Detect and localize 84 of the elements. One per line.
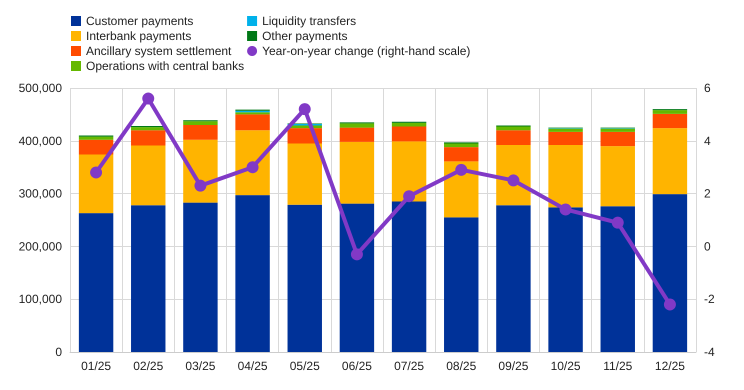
x-tick-label: 08/25 bbox=[446, 359, 477, 373]
y2-tick-label: 4 bbox=[704, 134, 711, 148]
bar bbox=[652, 114, 688, 128]
x-tick-label: 07/25 bbox=[394, 359, 424, 373]
bar bbox=[548, 132, 583, 146]
x-tick-label: 03/25 bbox=[185, 359, 216, 373]
point bbox=[90, 166, 102, 178]
point bbox=[142, 92, 154, 105]
y-tick-label: 200,000 bbox=[18, 239, 62, 254]
y2-tick-label: -4 bbox=[704, 345, 715, 359]
y-tick-label: 0 bbox=[55, 345, 62, 359]
bar bbox=[131, 205, 166, 352]
bar bbox=[496, 130, 531, 146]
bar bbox=[444, 143, 478, 148]
legend-label: Liquidity transfers bbox=[262, 14, 356, 28]
point bbox=[455, 164, 468, 176]
point bbox=[194, 180, 206, 192]
bar bbox=[548, 145, 583, 208]
bar bbox=[496, 126, 531, 130]
bar bbox=[548, 207, 583, 352]
legend-label: Customer payments bbox=[86, 14, 194, 28]
bar bbox=[235, 114, 270, 130]
y2-tick-label: 2 bbox=[704, 186, 711, 201]
y2-tick-label: 0 bbox=[704, 239, 711, 254]
legend-label: Other payments bbox=[262, 29, 348, 43]
bar bbox=[600, 146, 635, 206]
bar bbox=[183, 121, 218, 125]
bar bbox=[183, 124, 218, 140]
legend-label: Operations with central banks bbox=[86, 59, 244, 73]
y2-tick-label: 6 bbox=[704, 81, 711, 95]
bar bbox=[548, 128, 583, 132]
bar bbox=[652, 128, 688, 194]
point bbox=[403, 190, 416, 202]
legend-label: Year-on-year change (right-hand scale) bbox=[262, 44, 470, 58]
bar bbox=[78, 140, 114, 155]
y2-tick-label: -2 bbox=[704, 292, 715, 306]
bar bbox=[340, 204, 374, 352]
point bbox=[612, 216, 624, 229]
legend-label: Interbank payments bbox=[86, 29, 192, 43]
x-tick-label: 06/25 bbox=[342, 359, 372, 373]
y-tick-label: 500,000 bbox=[18, 81, 62, 95]
bar bbox=[288, 204, 322, 352]
bar bbox=[340, 123, 374, 128]
point bbox=[298, 103, 311, 116]
x-tick-label: 11/25 bbox=[603, 359, 633, 373]
bar bbox=[131, 146, 166, 206]
bar bbox=[78, 136, 114, 140]
bar bbox=[600, 132, 635, 146]
bar bbox=[340, 142, 374, 204]
bar bbox=[78, 154, 114, 214]
bar bbox=[496, 205, 531, 352]
point bbox=[246, 161, 259, 174]
x-tick-label: 12/25 bbox=[654, 359, 686, 373]
point bbox=[664, 298, 676, 310]
bar bbox=[131, 130, 166, 146]
bar bbox=[444, 217, 478, 352]
bar bbox=[392, 141, 426, 202]
bar bbox=[392, 126, 426, 142]
legend-label: Ancillary system settlement bbox=[86, 44, 232, 58]
bar bbox=[600, 128, 635, 132]
y-tick-label: 400,000 bbox=[18, 134, 62, 148]
bar bbox=[288, 143, 322, 205]
x-tick-label: 04/25 bbox=[238, 359, 268, 373]
x-tick-label: 10/25 bbox=[550, 359, 581, 373]
x-tick-label: 01/25 bbox=[81, 359, 112, 373]
y-tick-label: 100,000 bbox=[18, 292, 62, 306]
bar bbox=[392, 122, 426, 127]
bar bbox=[340, 128, 374, 142]
bar bbox=[78, 213, 114, 352]
bar bbox=[600, 206, 635, 352]
x-tick-label: 02/25 bbox=[133, 359, 164, 373]
x-tick-label: 09/25 bbox=[498, 359, 529, 373]
bar bbox=[183, 202, 218, 352]
point bbox=[507, 174, 520, 186]
bar bbox=[652, 194, 688, 352]
point bbox=[350, 248, 363, 260]
bar bbox=[392, 202, 426, 352]
bar bbox=[444, 147, 478, 162]
y-tick-label: 300,000 bbox=[18, 186, 62, 201]
bar bbox=[235, 195, 270, 352]
bar bbox=[131, 127, 166, 130]
point bbox=[560, 203, 572, 216]
bar bbox=[652, 110, 688, 114]
x-tick-label: 05/25 bbox=[290, 359, 320, 373]
